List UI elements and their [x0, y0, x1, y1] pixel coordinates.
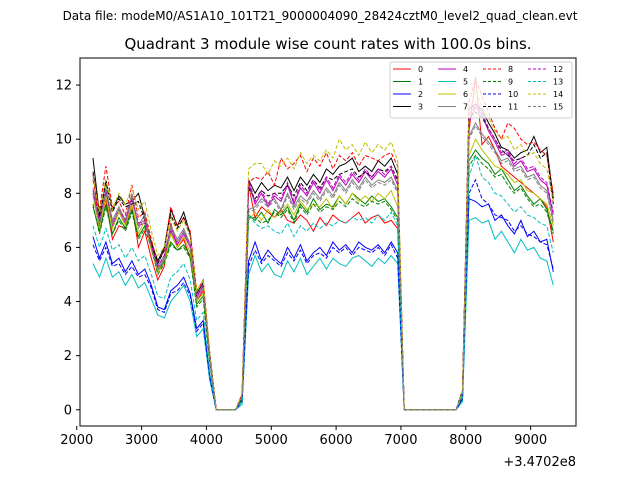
x-tick-label: 9000: [514, 433, 547, 448]
legend-label-2: 2: [418, 90, 423, 99]
chart-title: Quadrant 3 module wise count rates with …: [124, 35, 531, 53]
series-line-10: [92, 178, 554, 411]
legend-label-12: 12: [553, 65, 563, 74]
legend-label-8: 8: [508, 65, 513, 74]
x-tick-label: 6000: [320, 433, 353, 448]
series-line-7: [92, 121, 554, 411]
x-offset-label: +3.4702e8: [503, 455, 576, 470]
legend-label-14: 14: [553, 90, 563, 99]
y-tick-label: 2: [64, 349, 72, 364]
y-tick-label: 4: [64, 295, 72, 310]
chart-suptitle: Data file: modeM0/AS1A10_101T21_90000040…: [63, 9, 578, 23]
series-line-5: [92, 217, 554, 411]
y-axis-ticks: 0 2 4 6 8 10 12: [55, 79, 80, 418]
y-tick-label: 6: [64, 241, 72, 256]
series-line-9: [92, 154, 554, 411]
legend-label-1: 1: [418, 78, 423, 87]
legend-label-3: 3: [418, 103, 423, 112]
legend-label-0: 0: [418, 65, 423, 74]
plot-area: [80, 58, 576, 426]
series-line-1: [92, 149, 554, 411]
series-line-13: [92, 153, 554, 411]
series-line-15: [92, 124, 554, 411]
legend-label-13: 13: [553, 78, 563, 87]
y-tick-label: 10: [55, 133, 72, 148]
series-line-2: [92, 197, 554, 411]
legend-label-6: 6: [463, 90, 468, 99]
y-tick-label: 12: [55, 79, 72, 94]
legend-label-9: 9: [508, 78, 513, 87]
x-tick-label: 8000: [449, 433, 482, 448]
x-tick-label: 7000: [384, 433, 417, 448]
legend-label-4: 4: [463, 65, 468, 74]
legend-frame: [389, 61, 573, 119]
series-line-6: [92, 138, 554, 411]
legend-label-11: 11: [508, 103, 518, 112]
y-tick-label: 8: [64, 187, 72, 202]
legend-label-15: 15: [553, 103, 563, 112]
y-tick-label: 0: [64, 403, 72, 418]
legend-label-10: 10: [508, 90, 518, 99]
x-axis-ticks: 2000 3000 4000 5000 6000 7000 8000 9000: [60, 426, 547, 448]
x-tick-label: 2000: [60, 433, 93, 448]
x-tick-label: 3000: [125, 433, 158, 448]
plot-frame: [79, 57, 577, 427]
x-tick-label: 4000: [190, 433, 223, 448]
legend-label-5: 5: [463, 78, 468, 87]
x-tick-label: 5000: [255, 433, 288, 448]
legend-label-7: 7: [463, 103, 468, 112]
